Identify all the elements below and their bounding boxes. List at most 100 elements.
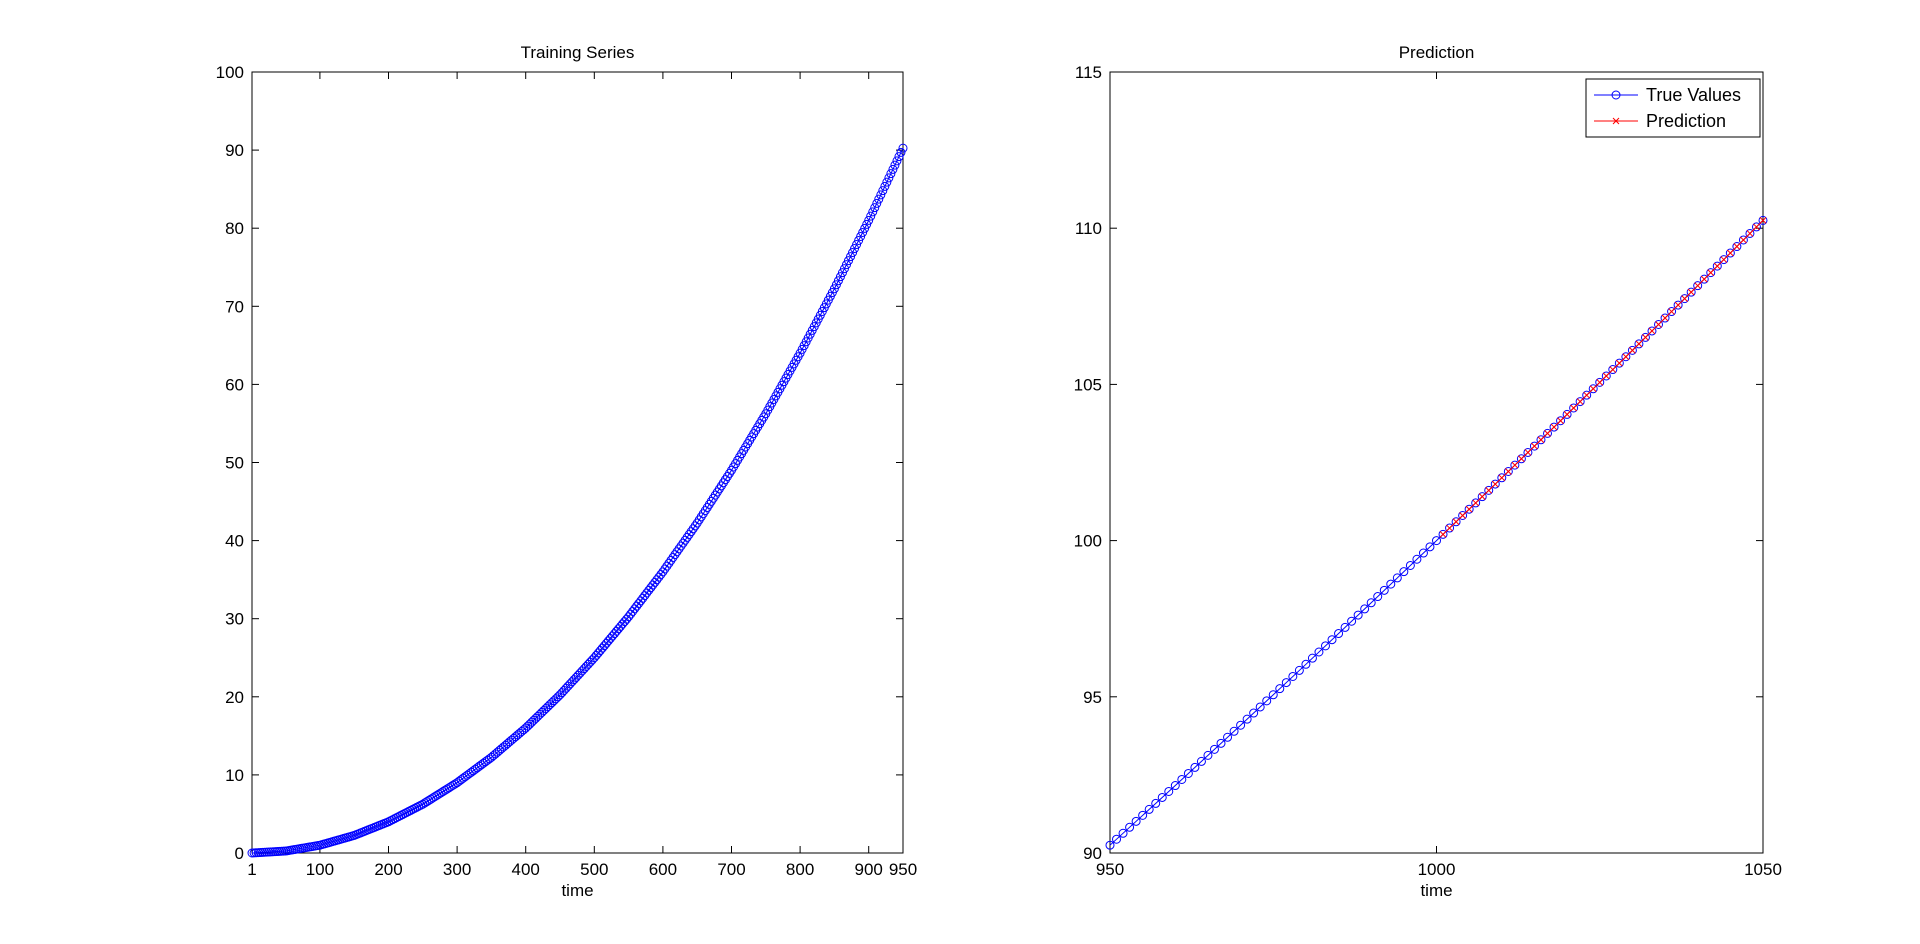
y-tick-label: 105 [1074, 375, 1102, 394]
data-point [1531, 442, 1538, 450]
data-point [1360, 604, 1370, 614]
data-point [1498, 474, 1506, 482]
data-point [1556, 416, 1566, 426]
x-tick-label: 800 [786, 860, 814, 879]
data-point [1719, 255, 1729, 265]
data-point [1497, 473, 1507, 483]
data-point [884, 173, 894, 183]
legend-marker [1611, 90, 1621, 100]
x-tick-label: 200 [374, 860, 402, 879]
data-point [1472, 499, 1480, 507]
data-point [1464, 504, 1474, 514]
data-point [1740, 236, 1747, 244]
y-tick-label: 90 [1083, 844, 1102, 863]
data-point [1596, 379, 1604, 386]
data-point [1379, 585, 1389, 595]
data-point [1510, 460, 1520, 470]
data-point [1405, 560, 1415, 570]
data-point [1301, 659, 1311, 669]
y-tick-label: 20 [225, 688, 244, 707]
data-point [1667, 307, 1677, 317]
data-point [1557, 417, 1564, 425]
data-point [1209, 744, 1219, 754]
data-point [1485, 487, 1493, 494]
data-point [1602, 372, 1610, 380]
data-point [878, 186, 888, 196]
data-point [1177, 774, 1187, 784]
data-point [880, 181, 890, 191]
data-point [1151, 798, 1161, 808]
data-point [1523, 447, 1533, 457]
data-point [1629, 346, 1636, 354]
data-point [1608, 365, 1618, 375]
y-tick-label: 0 [235, 844, 244, 863]
data-point [1340, 622, 1350, 632]
data-point [1668, 308, 1675, 315]
data-point [1661, 314, 1669, 322]
data-point [1589, 385, 1597, 393]
x-tick-label: 1050 [1744, 860, 1782, 879]
data-point [1314, 647, 1324, 657]
data-point [1392, 573, 1402, 583]
data-point [1386, 579, 1396, 589]
legend: True Values Prediction [1585, 78, 1761, 138]
data-point [1758, 215, 1768, 225]
data-point [1255, 702, 1265, 712]
data-point [1614, 358, 1624, 368]
data-point [1125, 822, 1135, 832]
data-point [1733, 243, 1741, 250]
y-tick-label: 115 [1075, 63, 1102, 82]
data-point [1471, 498, 1481, 508]
data-point [1446, 524, 1453, 532]
data-point [890, 160, 900, 170]
data-point [1491, 480, 1499, 488]
data-point [1622, 353, 1630, 361]
data-point [1681, 295, 1688, 302]
data-point [1478, 493, 1486, 501]
data-point [866, 211, 876, 221]
data-point [1700, 275, 1708, 283]
data-point [1751, 222, 1761, 232]
data-point [874, 194, 884, 204]
data-point [1537, 436, 1545, 444]
data-point [1627, 345, 1637, 355]
data-point [1183, 768, 1193, 778]
data-point [1621, 352, 1631, 362]
x-tick-label: 400 [512, 860, 540, 879]
data-point [1655, 321, 1662, 328]
data-point [1458, 510, 1468, 520]
data-point [1288, 671, 1298, 681]
data-point [1373, 592, 1383, 602]
data-point [1759, 217, 1767, 224]
data-point [1452, 518, 1460, 526]
data-point [1459, 512, 1466, 519]
data-point [1164, 786, 1174, 796]
data-point [1720, 256, 1728, 263]
data-point [1609, 366, 1617, 373]
data-point [864, 215, 874, 225]
x-tick-label: 1 [247, 860, 256, 879]
data-point [1635, 340, 1643, 348]
data-point [1190, 762, 1200, 772]
data-point [1642, 334, 1649, 341]
data-point [1439, 530, 1447, 538]
data-point [1242, 714, 1252, 724]
y-tick-label: 40 [225, 532, 244, 551]
data-point [1138, 810, 1148, 820]
y-tick-label: 10 [225, 766, 244, 785]
data-point [886, 169, 896, 179]
x-tick-label: 900 [855, 860, 883, 879]
data-point [1569, 403, 1579, 413]
data-point [876, 190, 886, 200]
data-point [1674, 301, 1682, 309]
data-point [1712, 261, 1722, 271]
data-point [894, 152, 904, 162]
data-point [1112, 834, 1122, 844]
data-point [1334, 629, 1344, 639]
y-tick-label: 30 [225, 610, 244, 629]
data-point [1425, 542, 1435, 552]
x-axis-label: time [1420, 881, 1452, 900]
data-point [1327, 635, 1337, 645]
data-point [1745, 228, 1755, 238]
